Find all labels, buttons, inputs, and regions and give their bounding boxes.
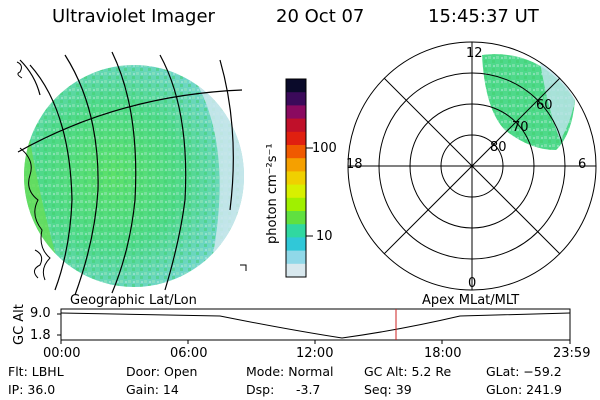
- timeline-right-caption: Apex MLat/MLT: [422, 293, 520, 308]
- coastline: [16, 61, 247, 281]
- colorbar-band: [286, 211, 306, 225]
- timeline-xtick-0600: 06:00: [170, 346, 208, 361]
- polar-mlt-0: 0: [468, 276, 477, 291]
- colorbar-band: [286, 158, 306, 172]
- colorbar-band: [286, 263, 306, 278]
- gc-alt-status: GC Alt: 5.2 Re: [364, 364, 452, 379]
- lat-lon-grid: [17, 51, 243, 296]
- colorbar-band: [286, 131, 306, 146]
- timeline-ytick-low: 1.8: [30, 328, 51, 343]
- uv-image-disk: [24, 65, 244, 287]
- ip-status: IP: 36.0: [8, 382, 56, 397]
- dsp-value: -3.7: [296, 382, 321, 397]
- observation-time: 15:45:37 UT: [428, 6, 539, 27]
- seq-status: Seq: 39: [364, 382, 412, 397]
- timeline-left-caption: Geographic Lat/Lon: [70, 293, 197, 308]
- door-status: Door: Open: [126, 364, 198, 379]
- polar-lat-60: 60: [536, 98, 553, 113]
- colorbar-band: [286, 184, 306, 199]
- polar-plot: [347, 41, 597, 291]
- colorbar-unit-label: photon cm⁻²s⁻¹: [265, 143, 280, 244]
- polar-lat-70: 70: [512, 120, 529, 135]
- dsp-label: Dsp:: [246, 382, 275, 397]
- timeline-xtick-2359: 23:59: [553, 346, 591, 361]
- polar-mlt-12: 12: [466, 46, 483, 61]
- timeline-xtick-1800: 18:00: [424, 346, 462, 361]
- colorbar-band: [286, 224, 306, 238]
- colorbar-band: [286, 145, 306, 159]
- colorbar-band: [286, 118, 306, 133]
- polar-mlt-18: 18: [346, 157, 363, 172]
- colorbar-band: [286, 250, 306, 265]
- colorbar-band: [286, 197, 306, 212]
- colorbar-band: [286, 171, 306, 186]
- polar-mlt-6: 6: [578, 157, 587, 172]
- timeline-xtick-1200: 12:00: [296, 346, 334, 361]
- colorbar-band: [286, 237, 306, 252]
- filter-status: Flt: LBHL: [8, 364, 64, 379]
- timeline-plot: [57, 308, 571, 344]
- timeline-axis-title: GC Alt: [12, 304, 27, 345]
- timeline-xtick-0000: 00:00: [43, 346, 81, 361]
- colorbar-band: [286, 92, 306, 106]
- colorbar-band: [286, 105, 306, 120]
- observation-date: 20 Oct 07: [276, 6, 365, 27]
- timeline-ytick-high: 9.0: [30, 306, 51, 321]
- colorbar-tick-10: 10: [316, 229, 333, 244]
- glon-status: GLon: 241.9: [486, 382, 562, 397]
- colorbar-band: [286, 79, 306, 93]
- glat-status: GLat: −59.2: [486, 364, 562, 379]
- polar-lat-80: 80: [490, 140, 507, 155]
- colorbar-tick-100: 100: [312, 141, 337, 156]
- colorbar: [286, 79, 306, 278]
- mode-status: Mode: Normal: [246, 364, 334, 379]
- gain-status: Gain: 14: [126, 382, 179, 397]
- instrument-title: Ultraviolet Imager: [52, 6, 215, 27]
